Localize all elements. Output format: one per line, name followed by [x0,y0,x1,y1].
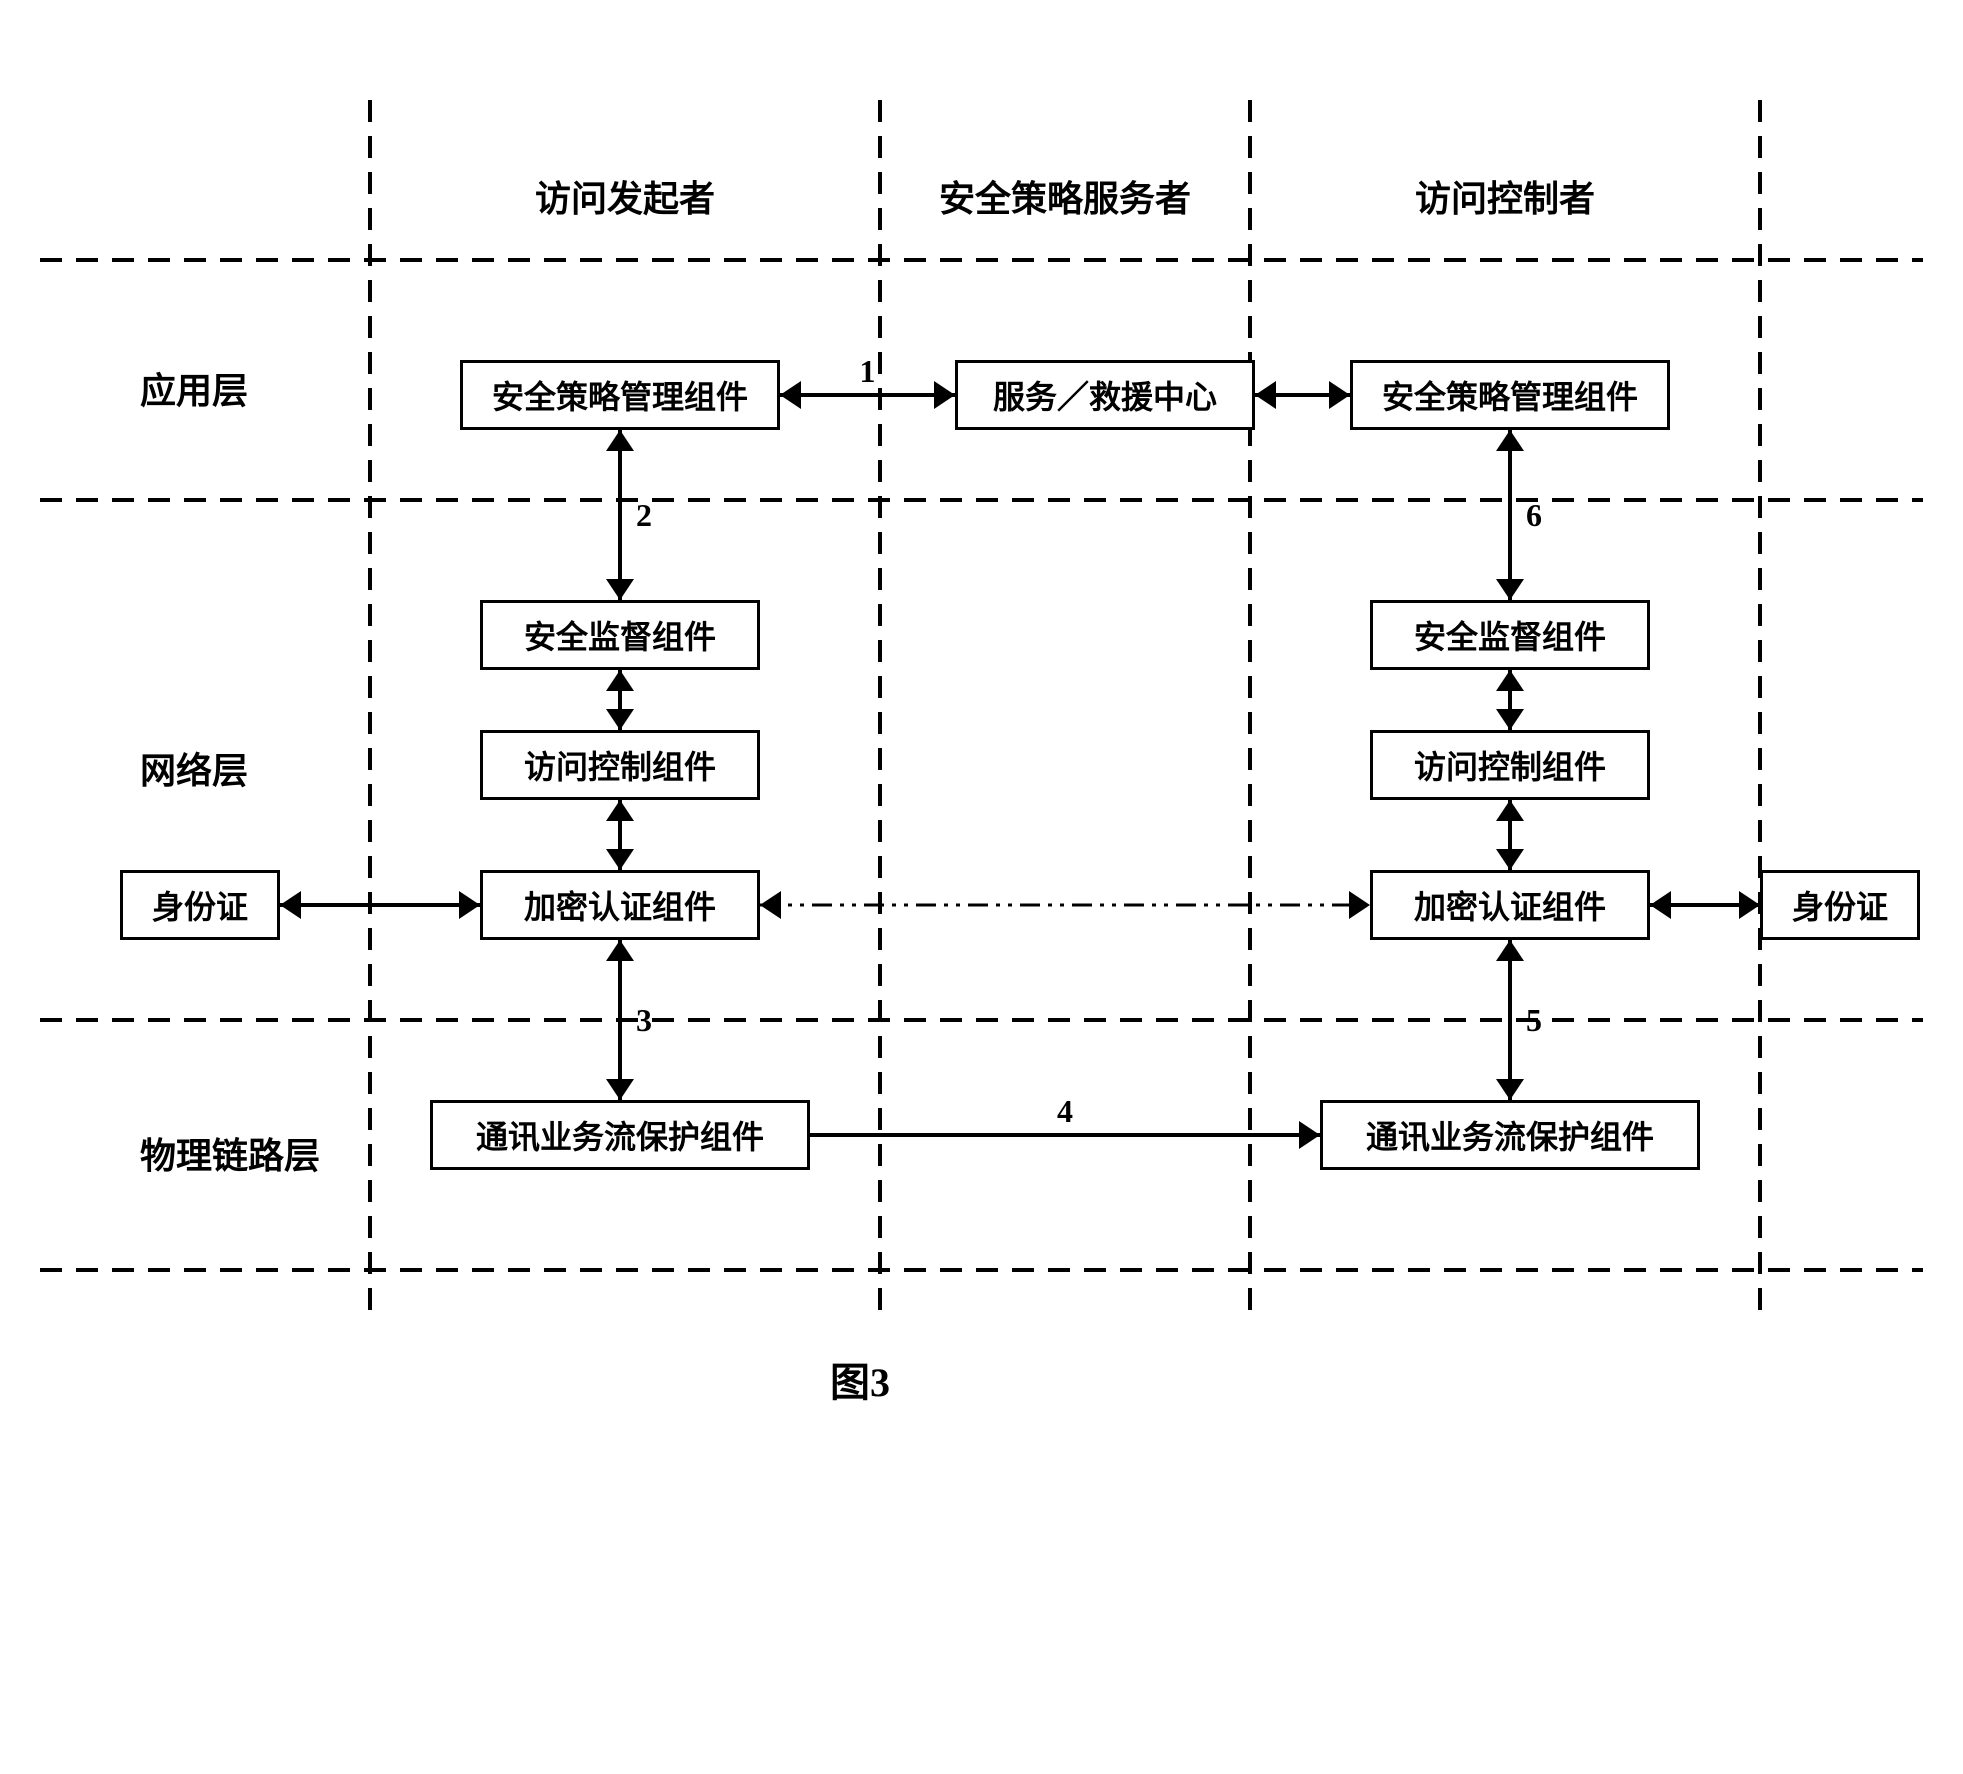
diagram-node: 加密认证组件 [1370,870,1650,940]
diagram-node: 安全策略管理组件 [1350,360,1670,430]
edge-label: 3 [636,1002,652,1039]
column-header: 访问控制者 [1415,170,1595,222]
edge-label: 6 [1526,497,1542,534]
diagram-node: 访问控制组件 [1370,730,1650,800]
row-label: 物理链路层 [140,1127,320,1179]
diagram-node: 安全监督组件 [480,600,760,670]
diagram-node: 身份证 [120,870,280,940]
diagram-node: 身份证 [1760,870,1920,940]
column-header: 访问发起者 [535,170,715,222]
edge-label: 5 [1526,1002,1542,1039]
edge-label: 1 [860,353,876,390]
edge-label: 4 [1057,1093,1073,1130]
column-header: 安全策略服务者 [939,170,1191,222]
diagram-node: 加密认证组件 [480,870,760,940]
edge-label: 2 [636,497,652,534]
diagram-node: 通讯业务流保护组件 [430,1100,810,1170]
diagram-node: 安全监督组件 [1370,600,1650,670]
diagram-node: 安全策略管理组件 [460,360,780,430]
diagram-canvas: 访问发起者 安全策略服务者 访问控制者应用层网络层物理链路层 安全策略管理组件 服务／救… [40,40,1923,1734]
diagram-node: 通讯业务流保护组件 [1320,1100,1700,1170]
figure-caption: 图3 [830,1350,890,1408]
row-label: 应用层 [140,362,248,414]
diagram-node: 服务／救援中心 [955,360,1255,430]
row-label: 网络层 [140,742,248,794]
diagram-node: 访问控制组件 [480,730,760,800]
